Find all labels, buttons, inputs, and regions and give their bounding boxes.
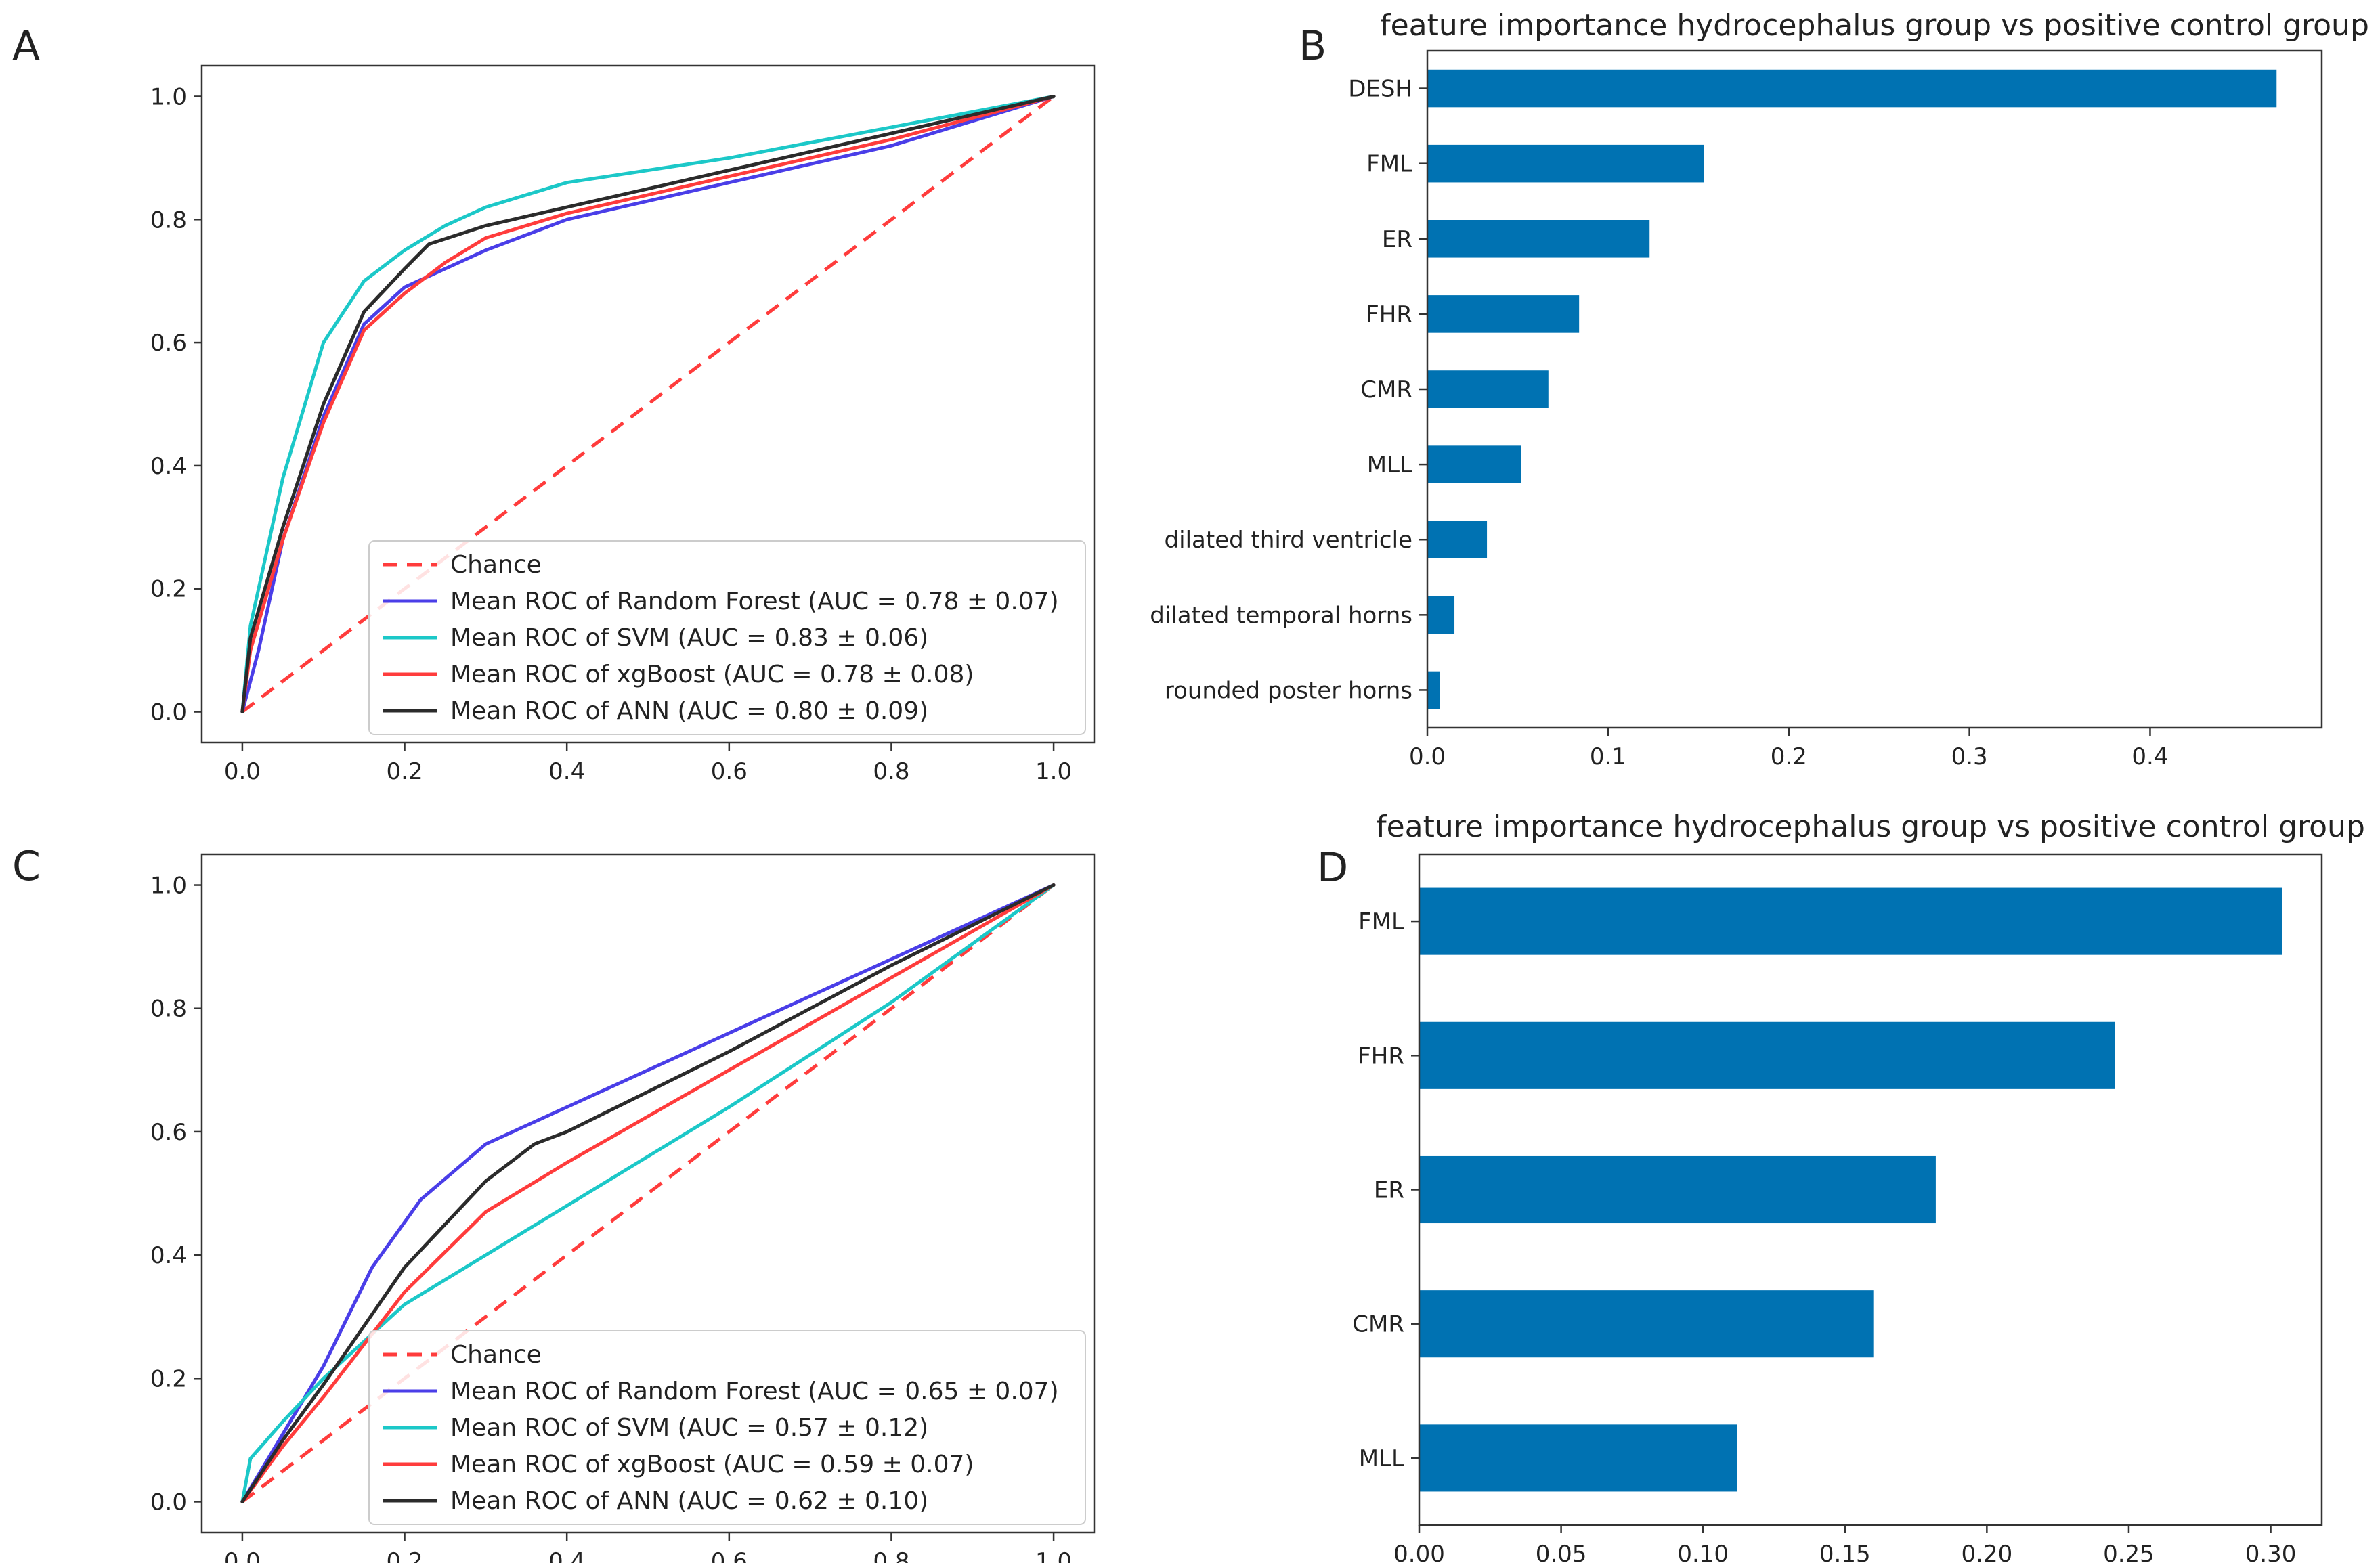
axes-frame [1426, 49, 2323, 729]
legend: Chance Mean ROC of Random Forest (AUC = 0… [368, 1330, 1086, 1525]
roc-line-xgboost [240, 883, 1056, 1503]
legend-entry-svm: Mean ROC of SVM (AUC = 0.83 ± 0.06) [450, 624, 928, 652]
x-tick-label: 0.2 [1771, 743, 1807, 770]
legend-entry-ann: Mean ROC of ANN (AUC = 0.80 ± 0.09) [450, 697, 928, 725]
bar-rounded-poster-horns [1427, 671, 1440, 709]
chart-title: feature importance hydrocephalus group v… [1376, 810, 2365, 844]
legend-entry-xgboost: Mean ROC of xgBoost (AUC = 0.78 ± 0.08) [450, 661, 974, 688]
legend: Chance Mean ROC of Random Forest (AUC = 0… [368, 540, 1086, 735]
category-label: rounded poster horns [1165, 677, 1412, 704]
panel-label: C [12, 843, 41, 890]
y-tick-label: 1.0 [150, 83, 187, 110]
category-label: FML [1366, 151, 1412, 178]
panel-label: D [1317, 844, 1348, 891]
x-tick-label: 0.4 [548, 758, 585, 785]
axes-frame [200, 64, 1096, 744]
x-tick-label: 0.6 [711, 1548, 748, 1563]
roc-line-ann [240, 883, 1056, 1503]
x-tick-label: 0.0 [224, 758, 261, 785]
x-tick-label: 0.6 [711, 758, 748, 785]
legend-box [368, 540, 1086, 735]
x-tick-label: 0.30 [2245, 1541, 2297, 1563]
category-label: CMR [1360, 376, 1412, 403]
bar-er [1427, 220, 1650, 258]
bar-mll [1427, 445, 1521, 483]
panel-label: A [12, 22, 40, 70]
chart-title: feature importance hydrocephalus group v… [1380, 8, 2369, 43]
x-tick-label: 0.1 [1590, 743, 1626, 770]
y-tick-label: 0.6 [150, 330, 187, 357]
bar-mll [1419, 1424, 1737, 1492]
legend-entry-ann: Mean ROC of ANN (AUC = 0.62 ± 0.10) [450, 1487, 928, 1515]
category-label: MLL [1367, 452, 1412, 479]
bar-er [1419, 1155, 1936, 1224]
legend-entry-xgboost: Mean ROC of xgBoost (AUC = 0.59 ± 0.07) [450, 1451, 974, 1478]
x-tick-label: 0.05 [1536, 1541, 1587, 1563]
x-tick-label: 0.8 [873, 758, 909, 785]
category-label: FML [1358, 908, 1404, 935]
x-tick-label: 0.4 [548, 1548, 585, 1563]
x-tick-label: 0.4 [2132, 743, 2168, 770]
bar-desh [1427, 69, 2277, 108]
x-tick-label: 0.10 [1677, 1541, 1729, 1563]
axes-frame [200, 853, 1096, 1534]
y-tick-label: 0.2 [150, 1365, 187, 1392]
y-tick-label: 0.0 [150, 1489, 187, 1516]
bar-fhr [1419, 1021, 2115, 1089]
x-tick-label: 0.8 [873, 1548, 909, 1563]
y-tick-label: 0.8 [150, 996, 187, 1023]
x-tick-label: 1.0 [1035, 758, 1072, 785]
category-label: FHR [1366, 301, 1412, 328]
category-label: ER [1374, 1177, 1404, 1204]
y-tick-label: 0.2 [150, 576, 187, 603]
legend-entry-chance: Chance [450, 1341, 542, 1369]
x-tick-label: 0.2 [387, 1548, 423, 1563]
bar-dilated-third-ventricle [1427, 521, 1488, 558]
bar-cmr [1419, 1290, 1874, 1358]
category-label: MLL [1359, 1445, 1404, 1472]
category-label: FHR [1358, 1042, 1404, 1070]
category-label: DESH [1348, 76, 1412, 103]
x-tick-label: 1.0 [1035, 1548, 1072, 1563]
legend-box [368, 1330, 1086, 1525]
x-tick-label: 0.15 [1819, 1541, 1871, 1563]
x-tick-label: 0.2 [387, 758, 423, 785]
roc-line-svm [240, 95, 1056, 713]
x-tick-label: 0.0 [224, 1548, 261, 1563]
x-tick-label: 0.25 [2103, 1541, 2155, 1563]
x-tick-label: 0.3 [1951, 743, 1988, 770]
category-label: dilated third ventricle [1165, 527, 1412, 554]
axes-frame [1418, 853, 2323, 1526]
roc-line-ann [240, 95, 1056, 713]
y-tick-label: 0.6 [150, 1119, 187, 1146]
legend-entry-random-forest: Mean ROC of Random Forest (AUC = 0.78 ± … [450, 588, 1059, 615]
panel-c: C 0.0 0.2 0.4 0.6 0.8 1.0 0.0 0.2 0.4 0.6 0.8 1.0 Cha… [12, 843, 1096, 1563]
bar-cmr [1427, 370, 1549, 408]
panel-label: B [1299, 22, 1326, 70]
legend-entry-chance: Chance [450, 551, 542, 579]
bar-fhr [1427, 295, 1580, 333]
bar-fml [1419, 887, 2282, 955]
x-tick-label: 0.20 [1962, 1541, 2013, 1563]
roc-line-xgboost [240, 95, 1056, 713]
y-tick-label: 1.0 [150, 873, 187, 900]
legend-entry-random-forest: Mean ROC of Random Forest (AUC = 0.65 ± … [450, 1378, 1059, 1405]
roc-line-svm [240, 883, 1056, 1503]
category-label: CMR [1352, 1311, 1404, 1338]
legend-entry-svm: Mean ROC of SVM (AUC = 0.57 ± 0.12) [450, 1414, 928, 1442]
panel-a: A 0.0 0.2 0.4 0.6 0.8 1.0 0.0 0.2 0.4 0.6 0.8 1.0 Cha… [12, 22, 1096, 785]
y-tick-label: 0.8 [150, 206, 187, 234]
x-tick-label: 0.00 [1393, 1541, 1445, 1563]
bar-fml [1427, 144, 1704, 183]
bar-dilated-temporal-horns [1427, 596, 1455, 634]
y-tick-label: 0.4 [150, 453, 187, 480]
category-label: ER [1382, 226, 1412, 253]
category-label: dilated temporal horns [1150, 602, 1412, 629]
y-tick-label: 0.0 [150, 699, 187, 726]
y-tick-label: 0.4 [150, 1242, 187, 1269]
x-tick-label: 0.0 [1409, 743, 1446, 770]
